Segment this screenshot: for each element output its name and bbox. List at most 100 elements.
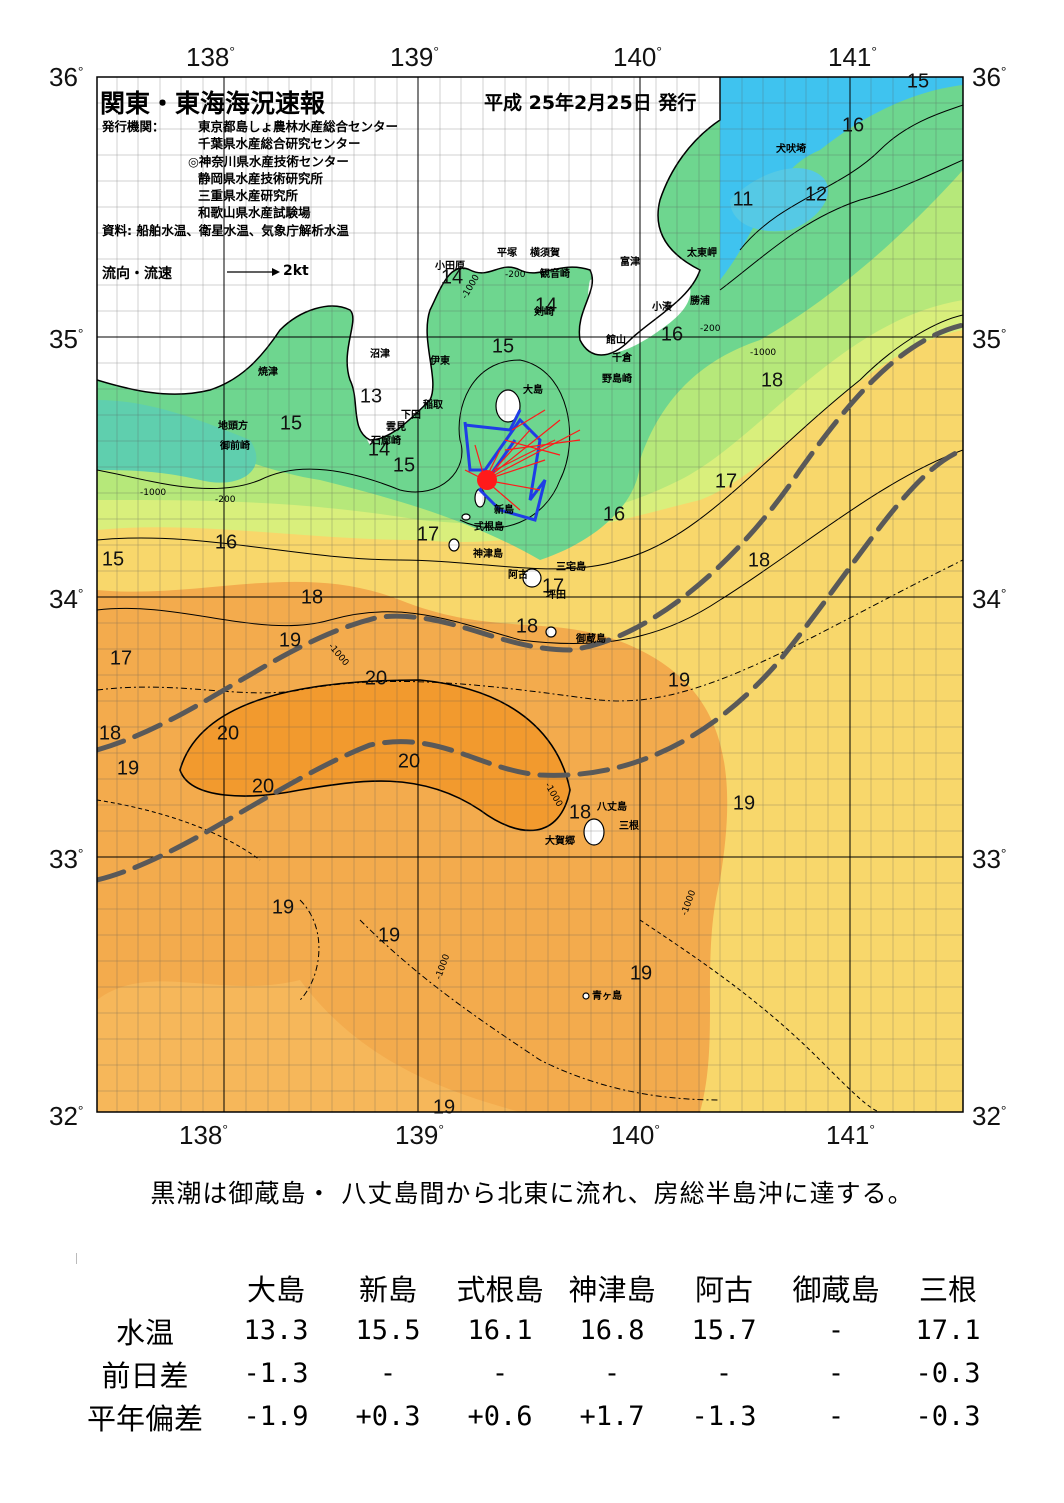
major-graticule: [97, 77, 963, 1112]
table-row: 水温 13.3 15.5 16.1 16.8 15.7 - 17.1: [70, 1309, 1004, 1352]
lon-label-139: 139°: [390, 42, 439, 72]
island-shikinejima: [461, 513, 471, 521]
temperature-label: 15: [101, 548, 125, 571]
place-name: 沼津: [370, 349, 390, 360]
lat-label-33: 33°: [49, 844, 84, 874]
place-name: 新島: [494, 505, 514, 516]
table-header-row: 大島 新島 式根島 神津島 阿古 御蔵島 三根: [70, 1266, 1004, 1309]
issue-date: 平成 25年2月25日 発行: [484, 92, 697, 114]
column-header: 阿古: [694, 1272, 753, 1307]
publisher-3: 静岡県水産技術研究所: [198, 170, 324, 186]
temperature-label: 19: [271, 896, 295, 919]
place-name: 地頭方: [218, 421, 248, 432]
temperature-label: 20: [251, 775, 275, 798]
lon-label-141: 141°: [828, 42, 877, 72]
table-cell: 15.7: [691, 1315, 757, 1346]
lat-label-33-right: 33°: [972, 844, 1007, 874]
lat-label-36: 36°: [49, 62, 84, 92]
depth-label: -1000: [750, 348, 777, 358]
column-header: 大島: [246, 1272, 305, 1307]
column-header: 三根: [918, 1272, 977, 1307]
lon-label-140-bottom: 140°: [611, 1120, 660, 1150]
table-cell: -: [603, 1358, 621, 1389]
table-cell: -0.3: [915, 1358, 981, 1389]
temperature-label: 19: [667, 669, 691, 692]
table-cell: 16.8: [579, 1315, 645, 1346]
temperature-label: 15: [906, 70, 930, 93]
lon-label-139-bottom: 139°: [395, 1120, 444, 1150]
temperature-label: 18: [300, 586, 324, 609]
lat-label-34: 34°: [49, 584, 84, 614]
place-name: 式根島: [474, 522, 504, 533]
table-cell: -: [379, 1358, 397, 1389]
place-name: 下田: [401, 410, 421, 421]
place-name: 剣崎: [534, 307, 554, 318]
publisher-2: ◎神奈川県水産技術センター: [188, 153, 349, 169]
column-header: 式根島: [456, 1272, 544, 1307]
publisher-5: 和歌山県水産試験場: [198, 205, 311, 221]
observation-table: 大島 新島 式根島 神津島 阿古 御蔵島 三根 水温 13.3 15.5 16.…: [70, 1266, 1004, 1438]
lon-label-141-bottom: 141°: [826, 1120, 875, 1150]
publisher-label: 発行機関：: [102, 119, 165, 134]
land-boso: [588, 265, 691, 354]
place-name: 館山: [606, 335, 626, 346]
temperature-label: 15: [491, 335, 515, 358]
lat-label-35: 35°: [49, 324, 84, 354]
lon-label-138-bottom: 138°: [179, 1120, 228, 1150]
table-cell: +0.6: [467, 1401, 533, 1432]
temperature-label: 17: [714, 470, 738, 493]
table-cell: 16.1: [467, 1315, 533, 1346]
publisher-4: 三重県水産研究所: [198, 188, 299, 204]
temperature-label: 13: [359, 385, 383, 408]
table-cell: -0.3: [915, 1401, 981, 1432]
lon-label-138: 138°: [186, 42, 235, 72]
temperature-label: 11: [732, 188, 754, 211]
place-name: 稲取: [423, 400, 443, 411]
temperature-label: 17: [416, 523, 440, 546]
lon-label-140: 140°: [613, 42, 662, 72]
depth-label: -200: [215, 495, 236, 505]
row-label: 前日差: [101, 1358, 189, 1393]
table-cell: -1.9: [243, 1401, 309, 1432]
column-header: 新島: [358, 1272, 417, 1307]
table-cell: -1.3: [691, 1401, 757, 1432]
place-name: 小湊: [652, 302, 672, 313]
place-name: 大賀郷: [545, 836, 575, 847]
temperature-label: 16: [214, 531, 238, 554]
temperature-label: 12: [804, 183, 828, 206]
coastline: [97, 77, 721, 441]
temperature-label: 17: [541, 575, 565, 598]
table-corner: [70, 1266, 220, 1309]
table-cell: -: [827, 1315, 845, 1346]
flow-cluster: [477, 470, 497, 490]
temperature-label: 18: [568, 801, 592, 824]
table-cell: -: [827, 1401, 845, 1432]
flow-vectors: [464, 409, 581, 511]
table-cell: -: [827, 1358, 845, 1389]
temperature-label: 19: [432, 1096, 456, 1119]
temperature-label: 18: [747, 549, 771, 572]
lat-label-32: 32°: [49, 1101, 84, 1131]
temperature-label: 14: [440, 266, 464, 289]
temperature-label: 19: [377, 924, 401, 947]
place-name: 青ヶ島: [592, 991, 622, 1002]
place-name: 犬吠埼: [776, 144, 806, 155]
place-name: 伊東: [430, 356, 450, 367]
place-name: 小田原: [435, 261, 465, 272]
graticule: [97, 77, 963, 1112]
island-aogashima: [582, 992, 590, 1000]
flow-legend-label: 流向・流速: [102, 266, 172, 282]
sea-temperature-map: [96, 76, 964, 1113]
temperature-label: 20: [364, 667, 388, 690]
temperature-label: 18: [98, 722, 122, 745]
place-name: 三宅島: [556, 562, 586, 573]
temperature-label: 20: [216, 722, 240, 745]
table-cell: -: [491, 1358, 509, 1389]
table-cell: 15.5: [355, 1315, 421, 1346]
place-name: 三根: [619, 821, 639, 832]
temperature-label: 17: [109, 647, 133, 670]
column-header: 神津島: [568, 1272, 656, 1307]
temperature-label: 18: [760, 369, 784, 392]
temperature-label: 19: [278, 629, 302, 652]
summary-text: 黒潮は御蔵島・ 八丈島間から北東に流れ、房総半島沖に達する。: [150, 1179, 914, 1208]
